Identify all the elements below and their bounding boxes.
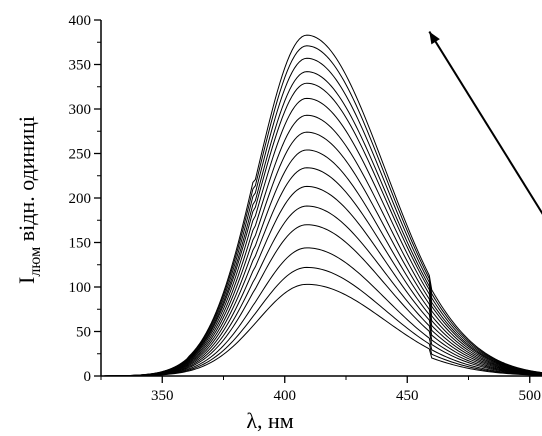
y-axis-title-subscript: люм xyxy=(27,247,44,277)
trend-arrow xyxy=(429,32,542,225)
spectrum-curve xyxy=(101,132,542,376)
spectrum-curve xyxy=(101,168,542,376)
tick-marks xyxy=(94,20,530,383)
x-tick-label: 500 xyxy=(519,388,542,404)
spectrum-curve xyxy=(101,83,542,376)
y-tick-label: 250 xyxy=(69,147,92,163)
y-tick-label: 50 xyxy=(76,325,91,341)
y-tick-label: 100 xyxy=(69,280,92,296)
spectrum-curve xyxy=(101,35,542,376)
spectrum-curve xyxy=(101,98,542,376)
y-tick-label: 400 xyxy=(69,13,92,29)
plot-area xyxy=(101,35,542,376)
y-axis-title-rest: відн. одиниці xyxy=(14,116,39,247)
axes xyxy=(101,20,542,376)
spectrum-curve xyxy=(101,46,542,376)
svg-text:Iлюм відн. одиниці: Iлюм відн. одиниці xyxy=(14,116,44,284)
arrow-head xyxy=(429,32,440,45)
spectrum-curve xyxy=(101,72,542,376)
arrow-shaft xyxy=(429,32,542,225)
y-tick-label: 200 xyxy=(69,191,92,207)
y-axis-title-main: I xyxy=(14,277,39,284)
x-tick-label: 350 xyxy=(151,388,174,404)
y-tick-label: 0 xyxy=(84,369,92,385)
y-tick-label: 350 xyxy=(69,58,92,74)
y-tick-label: 300 xyxy=(69,102,92,118)
x-tick-label: 450 xyxy=(396,388,419,404)
y-axis-title: Iлюм відн. одиниці xyxy=(14,116,44,284)
x-tick-label: 400 xyxy=(274,388,297,404)
spectrum-curve xyxy=(101,150,542,376)
y-tick-label: 150 xyxy=(69,236,92,252)
x-axis-title: λ, нм xyxy=(246,408,293,433)
